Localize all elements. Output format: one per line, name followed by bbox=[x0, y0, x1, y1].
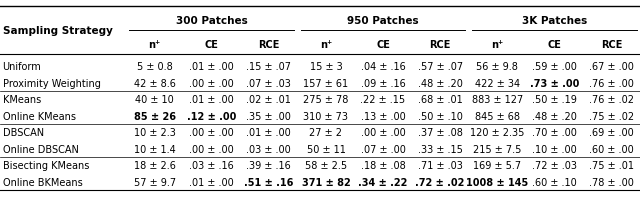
Text: 422 ± 34: 422 ± 34 bbox=[475, 78, 520, 88]
Text: .09 ± .16: .09 ± .16 bbox=[361, 78, 405, 88]
Text: .01 ± .00: .01 ± .00 bbox=[189, 95, 234, 105]
Text: 120 ± 2.35: 120 ± 2.35 bbox=[470, 128, 524, 138]
Text: .00 ± .00: .00 ± .00 bbox=[189, 144, 234, 154]
Text: .04 ± .16: .04 ± .16 bbox=[361, 62, 405, 72]
Text: 1008 ± 145: 1008 ± 145 bbox=[466, 177, 529, 187]
Text: .78 ± .00: .78 ± .00 bbox=[589, 177, 634, 187]
Text: .01 ± .00: .01 ± .00 bbox=[189, 177, 234, 187]
Text: 18 ± 2.6: 18 ± 2.6 bbox=[134, 160, 175, 170]
Text: CE: CE bbox=[547, 40, 561, 50]
Text: .35 ± .00: .35 ± .00 bbox=[246, 111, 291, 121]
Text: .48 ± .20: .48 ± .20 bbox=[532, 111, 577, 121]
Text: .34 ± .22: .34 ± .22 bbox=[358, 177, 408, 187]
Text: .76 ± .00: .76 ± .00 bbox=[589, 78, 634, 88]
Text: 3K Patches: 3K Patches bbox=[522, 16, 587, 26]
Text: 883 ± 127: 883 ± 127 bbox=[472, 95, 523, 105]
Text: 275 ± 78: 275 ± 78 bbox=[303, 95, 349, 105]
Text: .00 ± .00: .00 ± .00 bbox=[189, 78, 234, 88]
Text: 845 ± 68: 845 ± 68 bbox=[475, 111, 520, 121]
Text: .75 ± .02: .75 ± .02 bbox=[589, 111, 634, 121]
Text: 50 ± 11: 50 ± 11 bbox=[307, 144, 346, 154]
Text: 56 ± 9.8: 56 ± 9.8 bbox=[476, 62, 518, 72]
Text: RCE: RCE bbox=[601, 40, 622, 50]
Text: .07 ± .03: .07 ± .03 bbox=[246, 78, 291, 88]
Text: 15 ± 3: 15 ± 3 bbox=[310, 62, 342, 72]
Text: .73 ± .00: .73 ± .00 bbox=[530, 78, 579, 88]
Text: 310 ± 73: 310 ± 73 bbox=[303, 111, 348, 121]
Text: .18 ± .08: .18 ± .08 bbox=[361, 160, 405, 170]
Text: .33 ± .15: .33 ± .15 bbox=[418, 144, 463, 154]
Text: CE: CE bbox=[205, 40, 219, 50]
Text: .57 ± .07: .57 ± .07 bbox=[417, 62, 463, 72]
Text: .50 ± .19: .50 ± .19 bbox=[532, 95, 577, 105]
Text: n⁺: n⁺ bbox=[320, 40, 332, 50]
Text: .59 ± .00: .59 ± .00 bbox=[532, 62, 577, 72]
Text: Uniform: Uniform bbox=[3, 62, 42, 72]
Text: .13 ± .00: .13 ± .00 bbox=[361, 111, 405, 121]
Text: DBSCAN: DBSCAN bbox=[3, 128, 44, 138]
Text: .76 ± .02: .76 ± .02 bbox=[589, 95, 634, 105]
Text: n⁺: n⁺ bbox=[491, 40, 504, 50]
Text: .75 ± .01: .75 ± .01 bbox=[589, 160, 634, 170]
Text: 5 ± 0.8: 5 ± 0.8 bbox=[137, 62, 173, 72]
Text: .07 ± .00: .07 ± .00 bbox=[360, 144, 406, 154]
Text: 300 Patches: 300 Patches bbox=[176, 16, 248, 26]
Text: .67 ± .00: .67 ± .00 bbox=[589, 62, 634, 72]
Text: Online BKMeans: Online BKMeans bbox=[3, 177, 83, 187]
Text: .72 ± .03: .72 ± .03 bbox=[532, 160, 577, 170]
Text: 10 ± 1.4: 10 ± 1.4 bbox=[134, 144, 175, 154]
Text: 10 ± 2.3: 10 ± 2.3 bbox=[134, 128, 175, 138]
Text: .72 ± .02: .72 ± .02 bbox=[415, 177, 465, 187]
Text: 42 ± 8.6: 42 ± 8.6 bbox=[134, 78, 175, 88]
Text: .60 ± .10: .60 ± .10 bbox=[532, 177, 577, 187]
Text: .01 ± .00: .01 ± .00 bbox=[189, 62, 234, 72]
Text: n⁺: n⁺ bbox=[148, 40, 161, 50]
Text: Proximity Weighting: Proximity Weighting bbox=[3, 78, 100, 88]
Text: RCE: RCE bbox=[429, 40, 451, 50]
Text: .68 ± .01: .68 ± .01 bbox=[418, 95, 463, 105]
Text: .12 ± .00: .12 ± .00 bbox=[187, 111, 236, 121]
Text: .69 ± .00: .69 ± .00 bbox=[589, 128, 634, 138]
Text: .60 ± .00: .60 ± .00 bbox=[589, 144, 634, 154]
Text: 85 ± 26: 85 ± 26 bbox=[134, 111, 175, 121]
Text: .48 ± .20: .48 ± .20 bbox=[418, 78, 463, 88]
Text: .02 ± .01: .02 ± .01 bbox=[246, 95, 291, 105]
Text: .22 ± .15: .22 ± .15 bbox=[360, 95, 406, 105]
Text: Online KMeans: Online KMeans bbox=[3, 111, 76, 121]
Text: .03 ± .00: .03 ± .00 bbox=[246, 144, 291, 154]
Text: 40 ± 10: 40 ± 10 bbox=[135, 95, 174, 105]
Text: KMeans: KMeans bbox=[3, 95, 41, 105]
Text: .71 ± .03: .71 ± .03 bbox=[418, 160, 463, 170]
Text: Sampling Strategy: Sampling Strategy bbox=[3, 26, 113, 36]
Text: 215 ± 7.5: 215 ± 7.5 bbox=[473, 144, 522, 154]
Text: .50 ± .10: .50 ± .10 bbox=[418, 111, 463, 121]
Text: .51 ± .16: .51 ± .16 bbox=[244, 177, 294, 187]
Text: 157 ± 61: 157 ± 61 bbox=[303, 78, 349, 88]
Text: .00 ± .00: .00 ± .00 bbox=[361, 128, 405, 138]
Text: .03 ± .16: .03 ± .16 bbox=[189, 160, 234, 170]
Text: Bisecting KMeans: Bisecting KMeans bbox=[3, 160, 89, 170]
Text: .70 ± .00: .70 ± .00 bbox=[532, 128, 577, 138]
Text: .00 ± .00: .00 ± .00 bbox=[189, 128, 234, 138]
Text: 57 ± 9.7: 57 ± 9.7 bbox=[134, 177, 176, 187]
Text: 371 ± 82: 371 ± 82 bbox=[301, 177, 350, 187]
Text: 950 Patches: 950 Patches bbox=[348, 16, 419, 26]
Text: RCE: RCE bbox=[258, 40, 280, 50]
Text: 169 ± 5.7: 169 ± 5.7 bbox=[473, 160, 522, 170]
Text: 58 ± 2.5: 58 ± 2.5 bbox=[305, 160, 347, 170]
Text: .39 ± .16: .39 ± .16 bbox=[246, 160, 291, 170]
Text: CE: CE bbox=[376, 40, 390, 50]
Text: Online DBSCAN: Online DBSCAN bbox=[3, 144, 79, 154]
Text: .37 ± .08: .37 ± .08 bbox=[418, 128, 463, 138]
Text: .10 ± .00: .10 ± .00 bbox=[532, 144, 577, 154]
Text: 27 ± 2: 27 ± 2 bbox=[309, 128, 342, 138]
Text: .01 ± .00: .01 ± .00 bbox=[246, 128, 291, 138]
Text: .15 ± .07: .15 ± .07 bbox=[246, 62, 291, 72]
